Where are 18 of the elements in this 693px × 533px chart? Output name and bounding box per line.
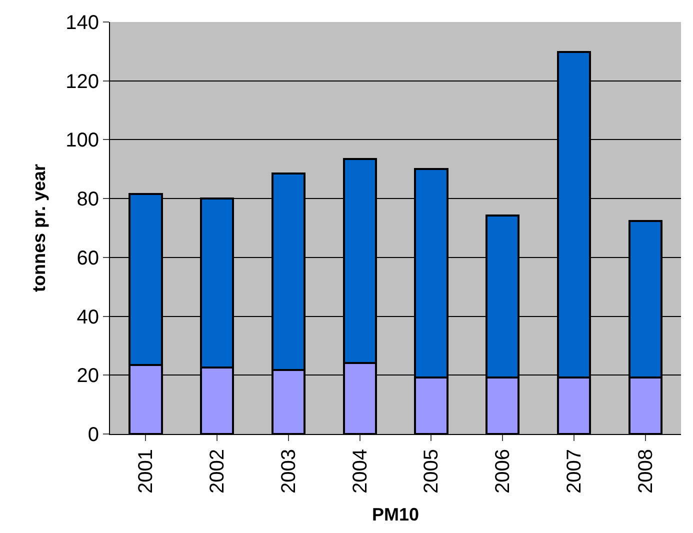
x-tick-label: 2005 — [420, 449, 443, 494]
y-tick-label: 20 — [76, 365, 99, 388]
y-tick-label: 120 — [66, 70, 99, 93]
y-tick-label: 40 — [76, 306, 99, 328]
x-axis-title: PM10 — [372, 504, 420, 525]
y-axis-title: tonnes pr. year — [28, 164, 49, 292]
x-tick-label: 2003 — [278, 449, 300, 494]
y-tick-label: 100 — [66, 130, 99, 152]
y-tick-label: 140 — [66, 12, 99, 34]
y-tick-label: 0 — [88, 424, 99, 446]
x-tick-label: 2006 — [492, 449, 514, 494]
x-tick-label: 2002 — [206, 449, 229, 494]
x-tick-label: 2004 — [349, 449, 372, 494]
x-tick-label: 2008 — [634, 449, 657, 494]
y-tick-label: 60 — [76, 247, 99, 270]
y-tick-label: 80 — [76, 188, 99, 211]
x-tick-label: 2007 — [563, 449, 586, 494]
x-tick-label: 2001 — [135, 449, 158, 494]
